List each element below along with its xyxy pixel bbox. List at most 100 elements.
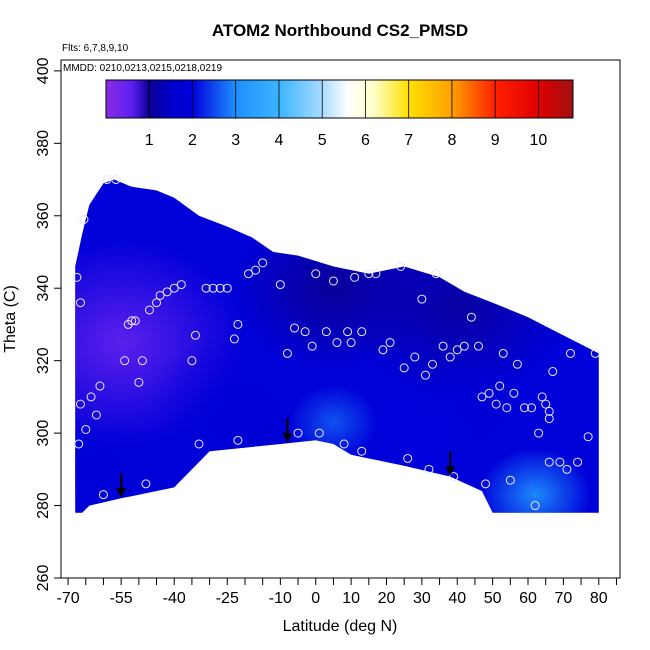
y-tick-label: 280	[35, 492, 52, 519]
observation-point	[215, 283, 225, 293]
observation-point	[75, 399, 85, 409]
y-tick-label: 260	[35, 565, 52, 592]
x-tick-label: 20	[378, 590, 396, 607]
colorbar-tick-label: 5	[318, 132, 327, 149]
observation-point	[396, 261, 406, 271]
observation-point	[130, 316, 140, 326]
observation-point	[251, 265, 261, 275]
observation-point	[477, 392, 487, 402]
observation-point	[314, 428, 324, 438]
x-tick-label: -10	[269, 590, 292, 607]
observation-point	[509, 388, 519, 398]
x-tick-label: 60	[519, 590, 537, 607]
observation-point	[420, 370, 430, 380]
observation-point	[590, 348, 600, 358]
arrow-head	[282, 433, 293, 443]
y-axis: 260 280 300 320 340 360 380 400	[35, 57, 61, 591]
x-axis: -70 -55 -40 -25 -10 0 10 20 30 40 50 60 70 80	[57, 578, 617, 607]
observation-point	[534, 428, 544, 438]
y-tick-label: 380	[35, 130, 52, 157]
observation-point	[194, 439, 204, 449]
observation-point	[111, 175, 121, 185]
observation-point	[541, 399, 551, 409]
observation-point	[452, 345, 462, 355]
observation-point	[378, 345, 388, 355]
observation-point	[290, 323, 300, 333]
observation-point	[445, 352, 455, 362]
observation-point	[95, 381, 105, 391]
observation-point	[91, 410, 101, 420]
observation-point	[438, 341, 448, 351]
observation-point	[498, 348, 508, 358]
x-tick-label: -70	[57, 590, 80, 607]
observation-point	[208, 283, 218, 293]
observation-point	[527, 403, 537, 413]
observation-point	[357, 446, 367, 456]
observation-point	[81, 424, 91, 434]
observation-point	[169, 283, 179, 293]
observation-point	[512, 359, 522, 369]
observation-point	[555, 457, 565, 467]
observation-point	[544, 457, 554, 467]
observation-point	[403, 453, 413, 463]
observation-point	[573, 457, 583, 467]
observation-point	[321, 327, 331, 337]
arrows	[116, 418, 456, 498]
y-tick-label: 400	[35, 57, 52, 84]
observation-point	[275, 280, 285, 290]
observation-point	[141, 479, 151, 489]
observation-point	[364, 269, 374, 279]
colorbar-tick-label: 2	[188, 132, 197, 149]
field-patch	[365, 393, 479, 488]
observation-point	[427, 359, 437, 369]
observation-point	[258, 258, 268, 268]
observation-point	[222, 283, 232, 293]
field-patch	[75, 422, 161, 513]
x-tick-label: 40	[448, 590, 466, 607]
observation-point	[307, 341, 317, 351]
observation-point	[537, 392, 547, 402]
colorbar-tick-label: 8	[447, 132, 456, 149]
y-tick-label: 360	[35, 202, 52, 229]
observation-point	[201, 283, 211, 293]
observation-point	[72, 272, 82, 282]
observation-point	[332, 338, 342, 348]
x-tick-label: 80	[590, 590, 608, 607]
colorbar-tick-label: 1	[145, 132, 154, 149]
x-tick-label: 10	[342, 590, 360, 607]
colorbar-tick-label: 3	[231, 132, 240, 149]
observation-point	[481, 479, 491, 489]
observation-point	[127, 316, 137, 326]
observation-point	[282, 348, 292, 358]
observation-point	[495, 381, 505, 391]
x-tick-label: 30	[413, 590, 431, 607]
data-field	[75, 179, 599, 513]
observation-point	[505, 475, 515, 485]
observation-point	[431, 269, 441, 279]
observation-point	[134, 377, 144, 387]
colorbar-tick-label: 7	[404, 132, 413, 149]
observation-points	[72, 175, 600, 511]
x-tick-label: 0	[311, 590, 320, 607]
observation-point	[120, 356, 130, 366]
observation-point	[548, 367, 558, 377]
observation-point	[449, 472, 459, 482]
observation-point	[424, 464, 434, 474]
observation-point	[417, 294, 427, 304]
observation-point	[176, 280, 186, 290]
observation-point	[155, 290, 165, 300]
observation-point	[244, 269, 254, 279]
observation-point	[233, 435, 243, 445]
observation-point	[328, 276, 338, 286]
observation-point	[152, 298, 162, 308]
x-tick-label: -25	[216, 590, 239, 607]
x-tick-label: 70	[554, 590, 572, 607]
y-tick-label: 300	[35, 420, 52, 447]
observation-point	[583, 432, 593, 442]
observation-point	[229, 334, 239, 344]
observation-point	[74, 439, 84, 449]
observation-point	[162, 287, 172, 297]
observation-point	[357, 327, 367, 337]
observation-point	[98, 490, 108, 500]
